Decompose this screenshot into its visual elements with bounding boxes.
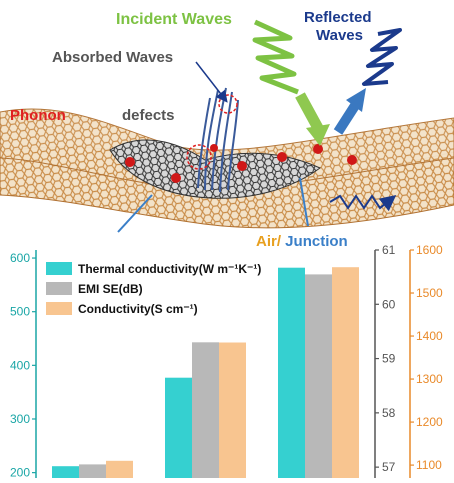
air-junction-label: Air/ Junction [256, 233, 348, 250]
right2-tick-label: 1600 [416, 243, 443, 257]
phonon-dots [125, 144, 357, 183]
right1-tick-label: 61 [382, 243, 396, 257]
incident-wave [252, 19, 299, 95]
reflected-label-line2: Waves [316, 27, 363, 44]
bar-chart: 200 300 400 500 600 57 58 59 60 61 1100 1200 1300 140… [10, 243, 443, 480]
incident-waves-label: Incident Waves [116, 11, 232, 28]
defect-circle-bottom [186, 144, 212, 170]
upper-graphene-sheet [0, 108, 454, 190]
defect-tubes [197, 87, 239, 193]
transmitted-wave [329, 194, 397, 212]
reflected-wave [362, 28, 402, 86]
right2-tick-label: 1100 [416, 458, 442, 472]
left-tick-label: 200 [10, 466, 30, 480]
junction-pointer [299, 177, 309, 227]
legend-label-right1: EMI SE(dB) [78, 282, 143, 296]
bar-left-2 [165, 377, 192, 478]
bars [52, 267, 359, 478]
incident-arrow [295, 92, 330, 146]
legend-label-left: Thermal conductivity(W m⁻¹K⁻¹) [78, 262, 261, 276]
legend: Thermal conductivity(W m⁻¹K⁻¹) EMI SE(dB)… [46, 262, 261, 316]
legend-label-right2: Conductivity(S cm⁻¹) [78, 302, 198, 316]
axes: 200 300 400 500 600 57 58 59 60 61 1100 1200 1300 140… [10, 243, 443, 480]
defect-graphene-sheet [109, 139, 321, 199]
legend-swatch-right2 [46, 302, 72, 315]
legend-swatch-left [46, 262, 72, 275]
right2-tick-label: 1300 [416, 372, 443, 386]
legend-swatch-right1 [46, 282, 72, 295]
absorbed-pointer [195, 61, 228, 103]
bar-right2-2 [219, 342, 246, 478]
right1-tick-label: 57 [382, 460, 396, 474]
reflected-arrow [333, 88, 366, 135]
defects-label: defects [122, 107, 175, 124]
phonon-label: Phonon [10, 107, 66, 124]
bar-right1-2 [192, 342, 219, 478]
left-tick-label: 500 [10, 305, 30, 319]
bar-right1-3 [305, 274, 332, 478]
left-tick-label: 400 [10, 358, 30, 372]
right1-tick-label: 60 [382, 297, 396, 311]
bar-left-3 [278, 267, 305, 478]
air-label: Air/ [256, 233, 282, 250]
reflected-label-line1: Reflected [304, 9, 372, 26]
right1-tick-label: 59 [382, 352, 396, 366]
bar-right1-1 [79, 464, 106, 478]
right2-tick-label: 1200 [416, 415, 443, 429]
left-tick-label: 600 [10, 251, 30, 265]
schematic-illustration: Incident Waves Reflected Waves Absorbed … [0, 9, 454, 250]
air-pointer [117, 194, 153, 233]
left-tick-label: 300 [10, 412, 30, 426]
absorbed-waves-label: Absorbed Waves [52, 49, 173, 66]
bar-left-1 [52, 466, 79, 478]
junction-label: Junction [281, 233, 348, 250]
bar-right2-3 [332, 267, 359, 478]
right2-tick-label: 1500 [416, 286, 443, 300]
bar-right2-1 [106, 460, 133, 478]
right1-tick-label: 58 [382, 406, 396, 420]
right2-tick-label: 1400 [416, 329, 443, 343]
defect-circle-top [218, 94, 238, 114]
